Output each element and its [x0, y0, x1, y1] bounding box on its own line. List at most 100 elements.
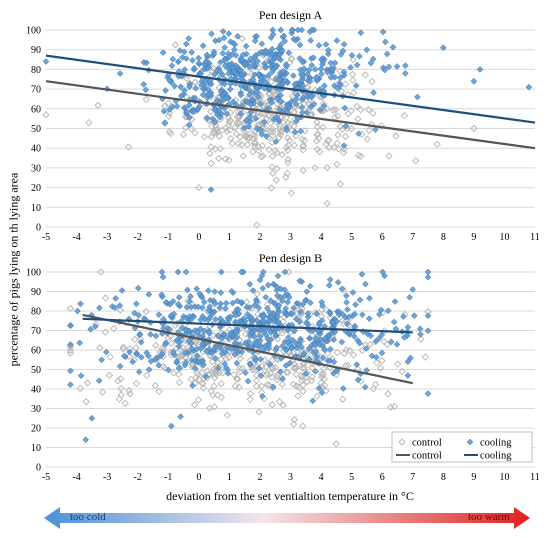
data-point [305, 345, 313, 353]
data-point [174, 58, 182, 66]
data-point [285, 334, 292, 341]
data-point [193, 285, 200, 293]
data-point [319, 354, 327, 362]
x-tick-label: 10 [499, 232, 509, 243]
data-point [238, 140, 246, 149]
legend: control cooling control cooling [391, 431, 533, 463]
data-point [140, 81, 148, 88]
x-tick-label: 0 [196, 232, 201, 243]
data-point [330, 143, 338, 152]
data-point [230, 371, 238, 379]
data-point [195, 183, 203, 192]
data-point [165, 366, 172, 374]
data-point [323, 164, 331, 172]
data-point [238, 268, 245, 276]
data-point [215, 132, 223, 140]
data-point [322, 140, 330, 148]
x-tick-label: -4 [72, 472, 80, 483]
data-point [277, 26, 285, 34]
trendline-control [45, 80, 536, 150]
data-point [336, 122, 344, 131]
data-point [120, 352, 128, 360]
data-point [228, 287, 236, 295]
data-point [377, 122, 385, 130]
data-point [379, 28, 387, 36]
data-point [412, 157, 420, 165]
data-point [320, 102, 328, 110]
data-point [361, 383, 369, 391]
data-point [314, 130, 322, 138]
data-point [215, 364, 222, 372]
data-point [331, 82, 338, 89]
data-point [302, 370, 310, 377]
data-point [292, 370, 300, 378]
data-point [333, 367, 341, 375]
data-point [129, 358, 137, 366]
data-point [67, 367, 74, 375]
data-point [303, 71, 311, 78]
y-axis-label: percentage of pigs lying on th lying are… [6, 172, 21, 367]
data-point [376, 364, 385, 372]
x-tick-label: 3 [288, 472, 293, 483]
data-point [278, 98, 285, 106]
data-point [260, 118, 268, 126]
data-point [308, 363, 316, 372]
data-point [338, 285, 346, 293]
data-point [366, 340, 374, 349]
data-point [387, 403, 395, 411]
data-point [210, 382, 218, 390]
data-point [220, 330, 228, 338]
data-point [324, 332, 332, 339]
data-point [160, 107, 168, 115]
data-point [171, 41, 179, 49]
data-point [363, 135, 371, 143]
data-point [249, 76, 257, 83]
data-point [134, 284, 142, 292]
data-point [246, 389, 255, 398]
data-point [340, 142, 348, 149]
data-point [238, 34, 246, 43]
data-point [105, 371, 114, 379]
y-tick-label: 50 [31, 365, 41, 376]
data-point [222, 299, 230, 307]
data-point [212, 316, 219, 323]
legend-entry: control [412, 451, 442, 462]
data-point [303, 318, 311, 326]
data-point [342, 122, 350, 130]
y-tick-label: 30 [31, 163, 41, 174]
data-point [370, 89, 377, 96]
data-point [288, 127, 296, 135]
data-point [330, 336, 338, 344]
data-point [306, 78, 314, 85]
data-point [317, 379, 325, 387]
data-point [401, 70, 409, 77]
data-point [371, 380, 380, 389]
data-point [207, 80, 215, 88]
y-tick-label: 70 [31, 326, 41, 337]
data-point [211, 71, 219, 78]
data-point [278, 380, 286, 388]
data-point [210, 50, 218, 58]
data-point [199, 312, 206, 320]
data-point [380, 337, 388, 346]
y-tick-label: 10 [31, 203, 41, 214]
data-point [226, 330, 234, 338]
data-point [344, 320, 351, 328]
data-point [243, 303, 250, 311]
data-point [401, 334, 408, 341]
data-point [280, 67, 287, 75]
x-tick-label: 8 [441, 472, 446, 483]
data-point [266, 360, 274, 368]
x-tick-label: 0 [196, 472, 201, 483]
data-point [278, 297, 286, 305]
data-point [367, 332, 375, 340]
data-point [319, 302, 326, 310]
data-point [417, 335, 425, 343]
data-point [175, 370, 183, 379]
data-point [367, 120, 376, 129]
data-point [269, 131, 277, 140]
data-point [169, 348, 177, 356]
data-point [217, 393, 225, 402]
data-point [230, 39, 237, 47]
data-point [218, 350, 226, 357]
